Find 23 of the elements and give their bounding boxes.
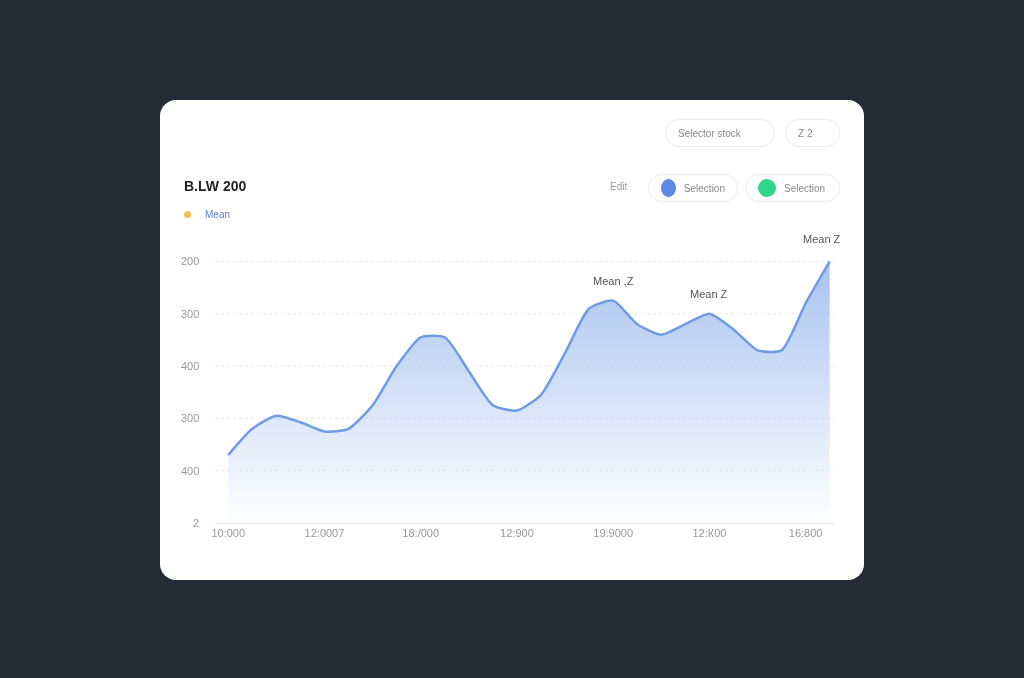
text: Selector stock (678, 127, 741, 139)
x-tick-label: 16:800 (788, 527, 823, 540)
text: 200 (181, 255, 200, 267)
text: Selection (784, 182, 826, 194)
annotation: Mean ,Z (593, 275, 634, 287)
text: Mean Z (803, 233, 841, 245)
x-tick-label: 12:900 (500, 527, 534, 540)
text: 300 (181, 308, 200, 320)
text: 400 (181, 465, 200, 477)
text: Edit (610, 181, 628, 192)
text: 400 (181, 360, 200, 372)
x-tick-label: 12:К00 (692, 527, 727, 540)
x-tick-label: 18:/000 (402, 527, 440, 540)
text: Selection (683, 182, 725, 194)
x-tick-label: 12:0007 (304, 527, 345, 540)
text: 300 (181, 412, 200, 424)
x-tick-label: 19:9000 (593, 527, 634, 540)
chart-title: B.LW 200 (184, 178, 247, 194)
text: 2 (193, 517, 200, 529)
text: Mean (205, 209, 231, 220)
text: Z 2 (798, 127, 813, 139)
x-tick-label: 10:000 (211, 527, 246, 540)
annotation: Mean Z (690, 288, 728, 300)
